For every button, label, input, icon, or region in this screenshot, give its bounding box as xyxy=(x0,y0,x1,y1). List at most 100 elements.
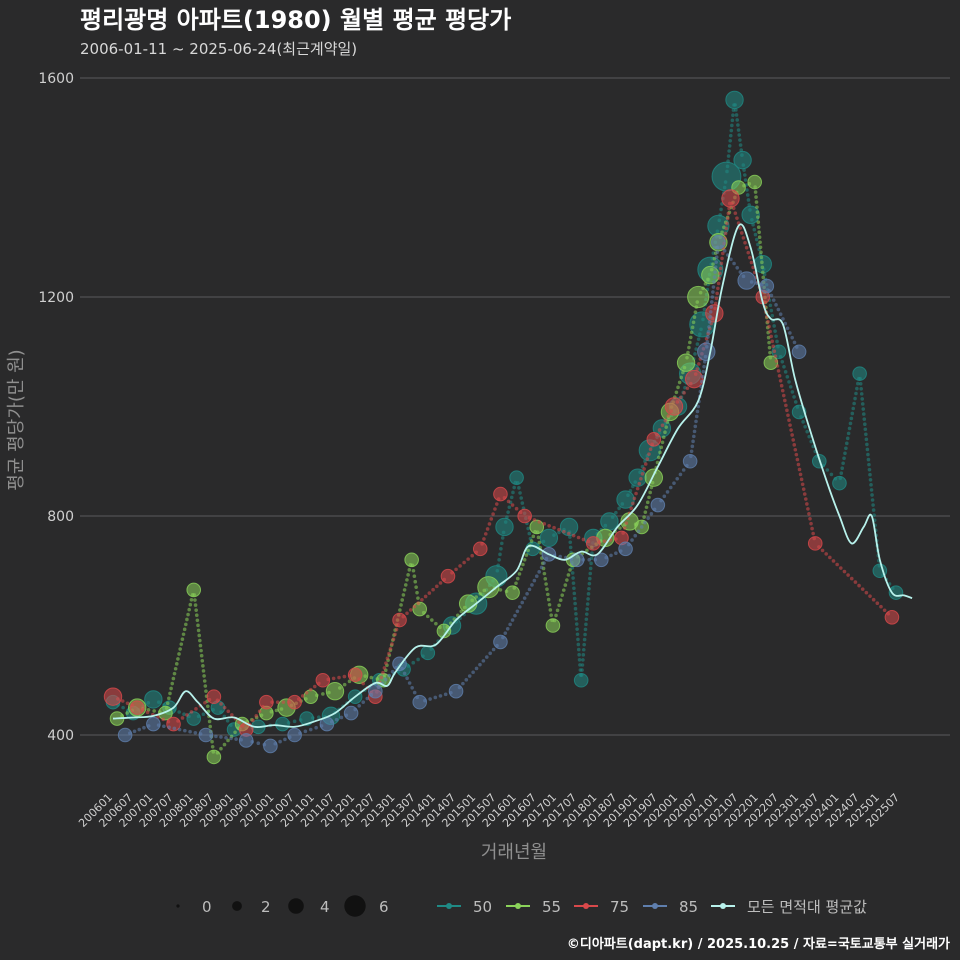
data-point xyxy=(646,432,662,447)
connector-dot xyxy=(796,462,801,467)
connector-dot xyxy=(760,260,764,265)
connector-dot xyxy=(792,395,796,399)
connector-dot xyxy=(825,468,830,472)
connector-dot xyxy=(847,426,852,431)
data-point xyxy=(368,683,383,699)
connector-dot xyxy=(679,375,684,380)
data-point xyxy=(448,683,464,699)
connector-dot xyxy=(770,313,775,318)
connector-dot xyxy=(811,531,815,536)
connector-dot xyxy=(462,560,466,565)
connector-dot xyxy=(637,481,642,486)
connector-dot xyxy=(717,276,722,281)
chart-title: 평리광명 아파트(1980) 월별 평균 평당가 xyxy=(80,6,511,34)
connector-dot xyxy=(557,530,561,535)
connector-dot xyxy=(787,380,791,384)
connector-dot xyxy=(165,701,170,706)
connector-dot xyxy=(199,648,203,653)
connector-dot xyxy=(655,460,660,465)
data-point xyxy=(198,727,214,743)
connector-dot xyxy=(575,627,579,631)
connector-dot xyxy=(485,527,490,531)
connector-dot xyxy=(774,303,778,307)
connector-dot xyxy=(630,538,634,542)
connector-dot xyxy=(707,320,712,324)
connector-dot xyxy=(797,467,802,472)
connector-dot xyxy=(207,719,212,724)
connector-dot xyxy=(412,574,417,579)
size-legend-circle xyxy=(176,904,180,908)
connector-dot xyxy=(554,613,558,618)
connector-dot xyxy=(494,502,499,506)
data-point xyxy=(129,700,145,715)
connector-dot xyxy=(691,320,696,325)
connector-dot xyxy=(758,245,763,250)
connector-dot xyxy=(794,452,799,457)
connector-dot xyxy=(755,205,759,209)
connector-dot xyxy=(145,710,150,715)
connector-dot xyxy=(853,580,858,584)
connector-dot xyxy=(588,576,592,581)
connector-dot xyxy=(416,601,420,605)
connector-dot xyxy=(868,594,872,598)
connector-dot xyxy=(632,496,637,501)
data-point xyxy=(737,271,756,290)
connector-dot xyxy=(802,492,807,496)
connector-dot xyxy=(405,676,409,680)
connector-dot xyxy=(867,462,871,467)
connector-dot xyxy=(730,118,735,123)
connector-dot xyxy=(774,334,778,339)
connector-dot xyxy=(771,298,776,302)
connector-dot xyxy=(724,226,729,231)
connector-dot xyxy=(656,455,661,460)
connector-dot xyxy=(768,303,773,308)
connector-dot xyxy=(177,727,182,732)
connector-dot xyxy=(766,319,770,324)
connector-dot xyxy=(759,255,764,260)
connector-dot xyxy=(361,681,366,686)
connector-dot xyxy=(321,692,325,696)
connector-dot xyxy=(835,562,839,567)
connector-dot xyxy=(202,674,206,678)
connector-dot xyxy=(518,491,522,495)
connector-dot xyxy=(735,118,740,122)
connector-dot xyxy=(570,571,575,575)
connector-dot xyxy=(568,535,572,539)
connector-dot xyxy=(400,598,405,602)
connector-dot xyxy=(588,571,593,576)
connector-dot xyxy=(735,216,739,220)
data-point xyxy=(404,552,419,568)
connector-dot xyxy=(283,737,287,742)
connector-dot xyxy=(390,642,394,646)
connector-dot xyxy=(661,435,666,440)
data-point xyxy=(186,582,202,598)
data-point xyxy=(684,369,704,389)
connector-dot xyxy=(788,385,793,389)
data-point xyxy=(701,265,720,285)
connector-dot xyxy=(746,198,751,202)
connector-dot xyxy=(731,206,736,211)
data-point xyxy=(852,366,867,381)
connector-dot xyxy=(177,710,181,714)
data-point xyxy=(509,470,524,485)
connector-dot xyxy=(401,593,406,597)
connector-dot xyxy=(709,305,714,309)
connector-dot xyxy=(510,618,515,622)
connector-dot xyxy=(200,658,205,663)
connector-dot xyxy=(828,555,832,560)
connector-dot xyxy=(214,734,218,739)
connector-dot xyxy=(185,713,189,717)
connector-dot xyxy=(767,345,772,350)
connector-dot xyxy=(188,602,193,607)
size-legend-circle xyxy=(344,895,366,917)
connector-dot xyxy=(759,250,763,255)
connector-dot xyxy=(474,666,479,671)
connector-dot xyxy=(844,446,848,451)
connector-dot xyxy=(514,581,518,586)
connector-dot xyxy=(203,684,208,688)
connector-dot xyxy=(342,682,347,687)
connector-dot xyxy=(787,418,791,422)
connector-dot xyxy=(788,331,792,335)
connector-dot xyxy=(861,412,866,416)
connector-dot xyxy=(308,727,313,732)
